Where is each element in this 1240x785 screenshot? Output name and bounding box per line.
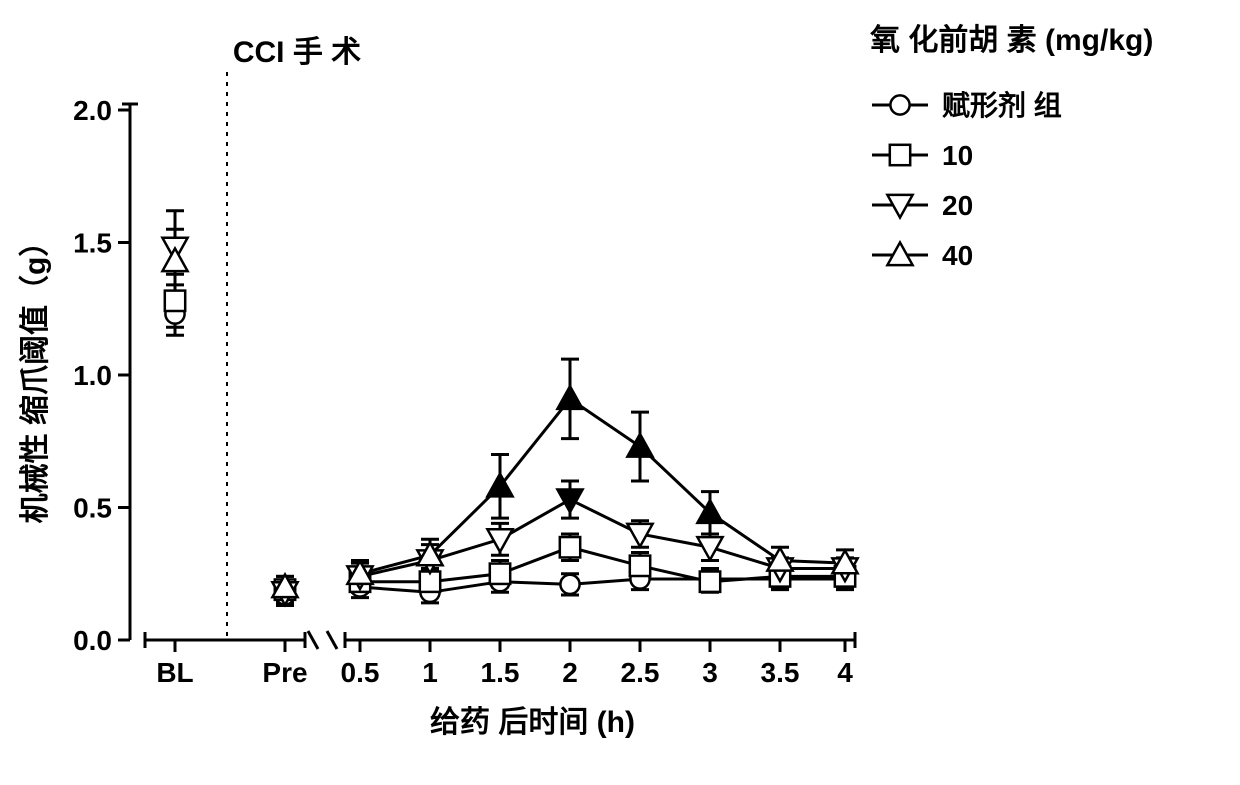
svg-text:0.5: 0.5 — [341, 657, 380, 688]
svg-text:2.0: 2.0 — [73, 95, 112, 126]
svg-text:3: 3 — [702, 657, 718, 688]
svg-text:Pre: Pre — [262, 657, 307, 688]
svg-text:0.0: 0.0 — [73, 625, 112, 656]
y-axis-title: 机械性 缩爪阈值（g） — [18, 227, 52, 524]
svg-text:2.5: 2.5 — [621, 657, 660, 688]
svg-text:1.5: 1.5 — [481, 657, 520, 688]
svg-text:1.5: 1.5 — [73, 228, 112, 259]
svg-text:BL: BL — [156, 657, 193, 688]
svg-text:2: 2 — [562, 657, 578, 688]
legend-item: 赋形剂 组 — [942, 90, 1062, 121]
legend-item: 10 — [942, 140, 973, 171]
svg-text:1: 1 — [422, 657, 438, 688]
chart-svg: 0.0 0.5 1.0 1.5 2.0 机械性 缩爪阈值（g） BL Pre 0.5 1 1.5 2 2… — [0, 0, 1240, 785]
legend-item: 20 — [942, 190, 973, 221]
svg-text:3.5: 3.5 — [761, 657, 800, 688]
x-axis-title: 给药 后时间 (h) — [430, 706, 635, 739]
legend-title: 氧 化前胡 素 (mg/kg) — [870, 24, 1153, 57]
legend-item: 40 — [942, 240, 973, 271]
svg-text:4: 4 — [837, 657, 853, 688]
surgery-label: CCI 手 术 — [233, 36, 361, 69]
svg-text:0.5: 0.5 — [73, 493, 112, 524]
chart-container: 0.0 0.5 1.0 1.5 2.0 机械性 缩爪阈值（g） BL Pre 0.5 1 1.5 2 2… — [0, 0, 1240, 785]
svg-text:1.0: 1.0 — [73, 360, 112, 391]
